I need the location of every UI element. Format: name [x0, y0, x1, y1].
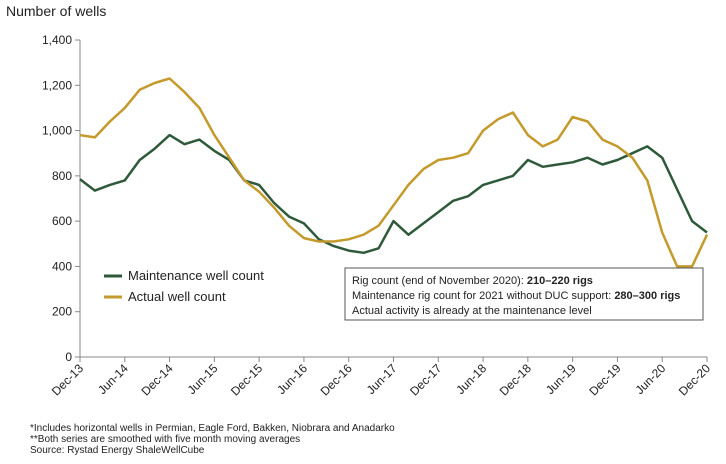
annotation-text: Actual activity is already at the mainte… [352, 305, 592, 317]
x-tick-label: Jun-14 [95, 361, 131, 397]
x-tick-label: Jun-17 [364, 361, 400, 397]
annotation-bold: 210–220 rigs [527, 275, 593, 287]
footnote: **Both series are smoothed with five mon… [30, 434, 300, 445]
series-line [79, 133, 708, 255]
y-tick-label: 1,200 [42, 78, 72, 92]
annotation-line: Maintenance rig count for 2021 without D… [352, 290, 680, 302]
annotation-bold: 280–300 rigs [614, 290, 680, 302]
x-tick-label: Jun-15 [185, 361, 221, 397]
y-tick-label: 1,400 [42, 33, 72, 47]
y-tick-label: 200 [52, 305, 72, 319]
x-tick-label: Dec-20 [676, 361, 713, 398]
x-tick-label: Dec-14 [138, 361, 175, 398]
x-tick-label: Jun-20 [632, 361, 668, 397]
series-line [79, 77, 709, 268]
annotation-line: Actual activity is already at the mainte… [352, 305, 592, 317]
x-tick-label: Dec-13 [49, 361, 86, 398]
x-tick-label: Dec-19 [586, 361, 623, 398]
x-tick-label: Dec-18 [497, 361, 534, 398]
y-tick-label: 800 [52, 169, 72, 183]
x-tick-label: Jun-19 [543, 361, 579, 397]
y-tick-label: 600 [52, 214, 72, 228]
annotation-box [344, 267, 704, 321]
x-tick-label: Dec-17 [407, 361, 444, 398]
x-tick-label: Dec-15 [228, 361, 265, 398]
y-tick-label: 1,000 [42, 124, 72, 138]
y-axis-label: Number of wells [6, 3, 106, 19]
legend-label: Actual well count [128, 289, 226, 304]
y-tick-label: 0 [65, 350, 72, 364]
x-tick-label: Jun-16 [274, 361, 310, 397]
footnote: *Includes horizontal wells in Permian, E… [30, 423, 395, 434]
legend-label: Maintenance well count [128, 268, 264, 283]
x-tick-label: Dec-16 [318, 361, 355, 398]
x-tick-label: Jun-18 [453, 361, 489, 397]
y-tick-label: 400 [52, 259, 72, 273]
annotation-line: Rig count (end of November 2020): 210–22… [352, 275, 593, 287]
annotation-text: Rig count (end of November 2020): [352, 275, 527, 287]
footnote: Source: Rystad Energy ShaleWellCube [30, 445, 205, 456]
annotation-text: Maintenance rig count for 2021 without D… [352, 290, 614, 302]
